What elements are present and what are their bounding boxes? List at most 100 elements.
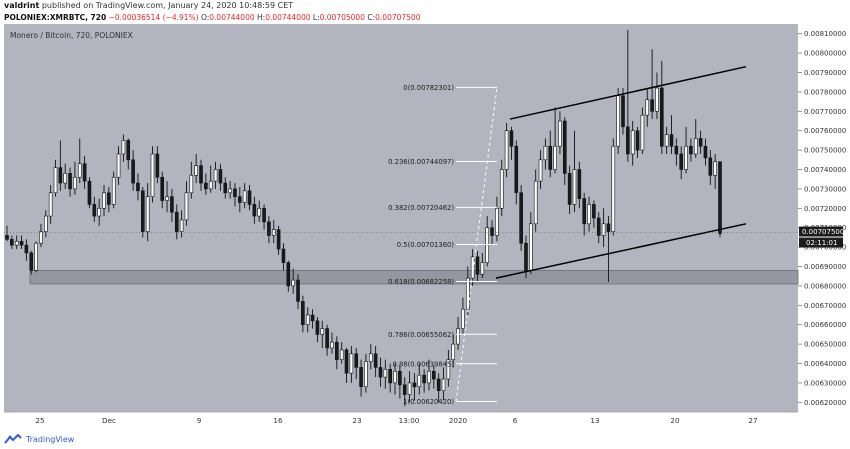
candle-body <box>630 130 635 155</box>
candle-body <box>529 223 533 271</box>
candle-body <box>621 95 625 128</box>
candle-body <box>63 173 68 184</box>
candle-body <box>436 378 441 391</box>
y-tick-label: 0.00670000 <box>804 302 846 310</box>
candle-body <box>558 120 562 147</box>
change-value: −0.00036514 (−4.91%) <box>108 13 199 22</box>
last-price-label: 0.00707500 <box>802 228 844 236</box>
y-tick-label: 0.00810000 <box>804 30 846 38</box>
candle-body <box>359 367 363 388</box>
candle-body <box>320 328 325 335</box>
high-label: H: <box>257 13 266 22</box>
published-text: published on TradingView.com, January 24… <box>41 1 294 10</box>
channel-upper-line <box>509 65 747 120</box>
candle-body <box>567 173 572 205</box>
candle-body <box>354 353 359 368</box>
candle-body <box>645 99 650 116</box>
candle-body <box>626 126 630 155</box>
candle-body <box>160 176 165 201</box>
candle-body <box>194 165 198 176</box>
y-tick-label: 0.00690000 <box>804 263 846 271</box>
candle-body <box>548 145 553 170</box>
candle-body <box>640 114 645 151</box>
countdown-label: 02:11:01 <box>806 239 837 247</box>
chart-title: Monero / Bitcoin, 720, POLONIEX <box>10 31 133 40</box>
candle-body <box>208 180 213 190</box>
footer-brand[interactable]: TradingView <box>26 434 75 444</box>
candle-body <box>267 221 271 236</box>
candle-body <box>213 169 218 182</box>
candle-body <box>286 262 291 287</box>
y-tick-label: 0.00640000 <box>804 360 846 368</box>
candle-body <box>364 361 368 388</box>
fib-trend-line <box>455 87 498 402</box>
candle-body <box>242 190 247 203</box>
candle-body <box>616 95 620 147</box>
y-tick-label: 0.00790000 <box>804 69 846 77</box>
candle-body <box>388 369 392 384</box>
open-label: O: <box>200 13 210 22</box>
fib-level-label: 0(0.00782301) <box>403 84 454 92</box>
candle-body <box>223 182 228 194</box>
candle-body <box>82 163 87 182</box>
candle-body <box>490 227 494 236</box>
candle-body <box>204 182 208 190</box>
y-tick-label: 0.00620000 <box>804 399 846 407</box>
tradingview-logo-icon[interactable] <box>4 433 22 445</box>
candle-body <box>252 204 257 217</box>
x-tick-label: Dec <box>102 416 116 425</box>
candle-body <box>446 359 451 380</box>
candle-body <box>335 341 339 360</box>
candle-body <box>228 188 232 194</box>
fib-level-label: 0.786(0.00655062) <box>388 331 454 339</box>
plot-area <box>4 24 798 412</box>
candle-body <box>310 314 315 322</box>
candle-body <box>131 159 135 184</box>
candle-body <box>155 153 160 178</box>
y-tick-label: 0.00650000 <box>804 341 846 349</box>
candle-body <box>29 252 34 271</box>
candle-body <box>170 196 174 213</box>
candle-body <box>116 153 121 178</box>
candle-body <box>150 153 155 197</box>
candle-body <box>126 140 131 161</box>
x-tick-label: 16 <box>273 416 283 425</box>
candle-body <box>5 235 9 240</box>
x-tick-label: 23 <box>352 416 361 425</box>
author-name[interactable]: valdrint <box>4 1 40 10</box>
candle-body <box>509 130 514 147</box>
y-tick-label: 0.00750000 <box>804 147 846 155</box>
candle-body <box>606 223 611 232</box>
candle-body <box>417 374 422 388</box>
candle-body <box>553 145 557 170</box>
candle-body <box>689 145 693 155</box>
candle-body <box>14 240 19 246</box>
candle-body <box>412 382 417 388</box>
candle-body <box>305 314 310 325</box>
candle-body <box>485 227 489 263</box>
y-tick-label: 0.00800000 <box>804 50 846 58</box>
candle-body <box>39 231 43 244</box>
fib-level-label: 0.618(0.00682258) <box>388 278 454 286</box>
candle-body <box>427 370 431 384</box>
close-label: C: <box>367 13 376 22</box>
candle-body <box>199 165 203 184</box>
candle-body <box>582 198 586 225</box>
candle-body <box>238 196 242 203</box>
candle-body <box>451 343 456 360</box>
candle-body <box>679 153 684 170</box>
candle-body <box>475 256 480 275</box>
candle-body <box>592 204 596 219</box>
y-tick-label: 0.00780000 <box>804 88 846 96</box>
candle-body <box>611 145 616 232</box>
candle-body <box>368 353 373 362</box>
candle-body <box>97 208 101 217</box>
ohlc-line: POLONIEX:XMRBTC, 720 −0.00036514 (−4.91%… <box>4 13 420 22</box>
candle-body <box>174 211 179 232</box>
candle-body <box>43 215 48 232</box>
candle-body <box>524 242 528 271</box>
price-chart[interactable]: Monero / Bitcoin, 720, POLONIEX 0.0081000… <box>0 24 850 432</box>
candle-body <box>422 374 426 384</box>
channel-lower-line <box>495 223 747 279</box>
candle-body <box>276 229 281 250</box>
